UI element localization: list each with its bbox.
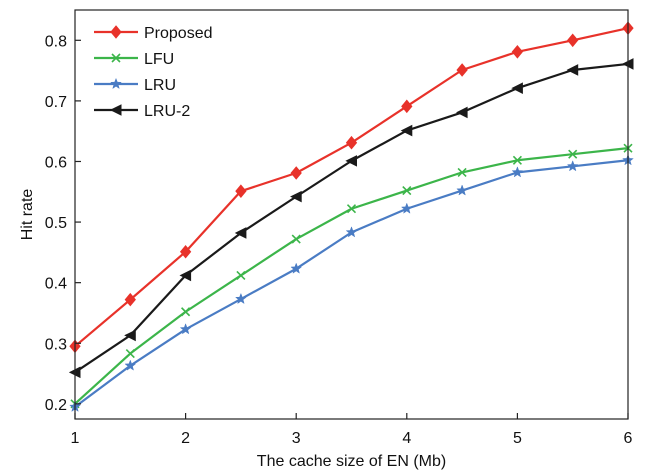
data-point (125, 348, 135, 359)
legend-label: Proposed (144, 25, 213, 42)
data-point (290, 262, 303, 274)
data-point (402, 186, 412, 196)
x-tick-label: 2 (181, 430, 190, 447)
x-axis-title: The cache size of EN (Mb) (257, 453, 446, 470)
data-point (234, 292, 247, 305)
x-tick-label: 4 (402, 430, 411, 447)
data-point (567, 33, 579, 48)
marker-stroke (111, 53, 121, 63)
data-point (457, 167, 467, 177)
data-point (179, 244, 192, 259)
data-point (236, 270, 246, 280)
data-point (401, 99, 413, 114)
marker-stroke (512, 155, 522, 165)
x-tick-label: 5 (513, 430, 522, 447)
data-point (179, 323, 192, 335)
legend-label: LRU-2 (144, 103, 190, 120)
marker-stroke (402, 186, 412, 196)
y-tick-label: 0.3 (45, 336, 67, 353)
series-lru-2 (68, 58, 634, 379)
marker-stroke (181, 307, 191, 317)
plot-frame (74, 9, 629, 420)
marker-stroke (346, 204, 357, 214)
data-point (124, 329, 136, 342)
data-point (511, 45, 524, 59)
marker-stroke (291, 234, 301, 244)
marker-stroke (457, 167, 467, 177)
legend-item: LFU (94, 51, 174, 68)
marker-stroke (125, 348, 135, 359)
data-point (179, 269, 192, 282)
y-axis-title: Hit rate (19, 189, 36, 241)
data-point (290, 166, 302, 180)
data-point (400, 124, 413, 137)
legend-marker (110, 25, 122, 39)
series-proposed (69, 21, 634, 354)
data-point (511, 166, 524, 178)
x-tick-label: 6 (624, 430, 633, 447)
axes: 1 2 3 4 5 6 0.2 0.3 0.4 0.5 0.6 0.7 0.8 (45, 33, 633, 447)
data-point (346, 204, 357, 214)
legend-marker (109, 104, 122, 116)
data-point (124, 359, 137, 371)
data-point (345, 155, 357, 167)
data-point (566, 160, 579, 172)
legend-label: LRU (144, 77, 176, 94)
data-point (234, 227, 247, 239)
data-point (568, 149, 578, 159)
y-tick-label: 0.6 (45, 154, 67, 171)
data-point (235, 184, 247, 198)
data-point (566, 64, 579, 76)
y-tick-label: 0.5 (45, 215, 67, 232)
marker-stroke (568, 149, 578, 159)
data-point (456, 184, 469, 196)
legend-item: LRU-2 (94, 103, 190, 120)
data-point (345, 226, 358, 238)
data-point (124, 292, 136, 307)
x-tick-label: 3 (292, 430, 301, 447)
x-tick-label: 1 (71, 430, 80, 447)
legend-marker (110, 77, 122, 90)
data-point (512, 155, 522, 165)
y-tick-label: 0.4 (45, 276, 67, 293)
data-point (291, 234, 301, 244)
data-point (290, 190, 302, 203)
y-tick-label: 0.8 (45, 33, 67, 50)
legend-item: LRU (94, 77, 176, 94)
data-point (511, 82, 523, 94)
data-point (345, 135, 358, 150)
marker-stroke (236, 270, 246, 280)
plot-area (68, 21, 634, 412)
legend-label: LFU (144, 51, 174, 68)
data-point (456, 63, 468, 77)
series-lfu (70, 143, 633, 409)
legend-item: Proposed (94, 25, 213, 42)
data-point (455, 106, 468, 119)
y-tick-label: 0.2 (45, 397, 67, 414)
legend: Proposed LFU LRU LRU-2 (94, 25, 213, 120)
legend-marker (111, 53, 121, 63)
y-tick-label: 0.7 (45, 94, 67, 111)
data-point (400, 202, 413, 214)
data-point (181, 307, 191, 317)
